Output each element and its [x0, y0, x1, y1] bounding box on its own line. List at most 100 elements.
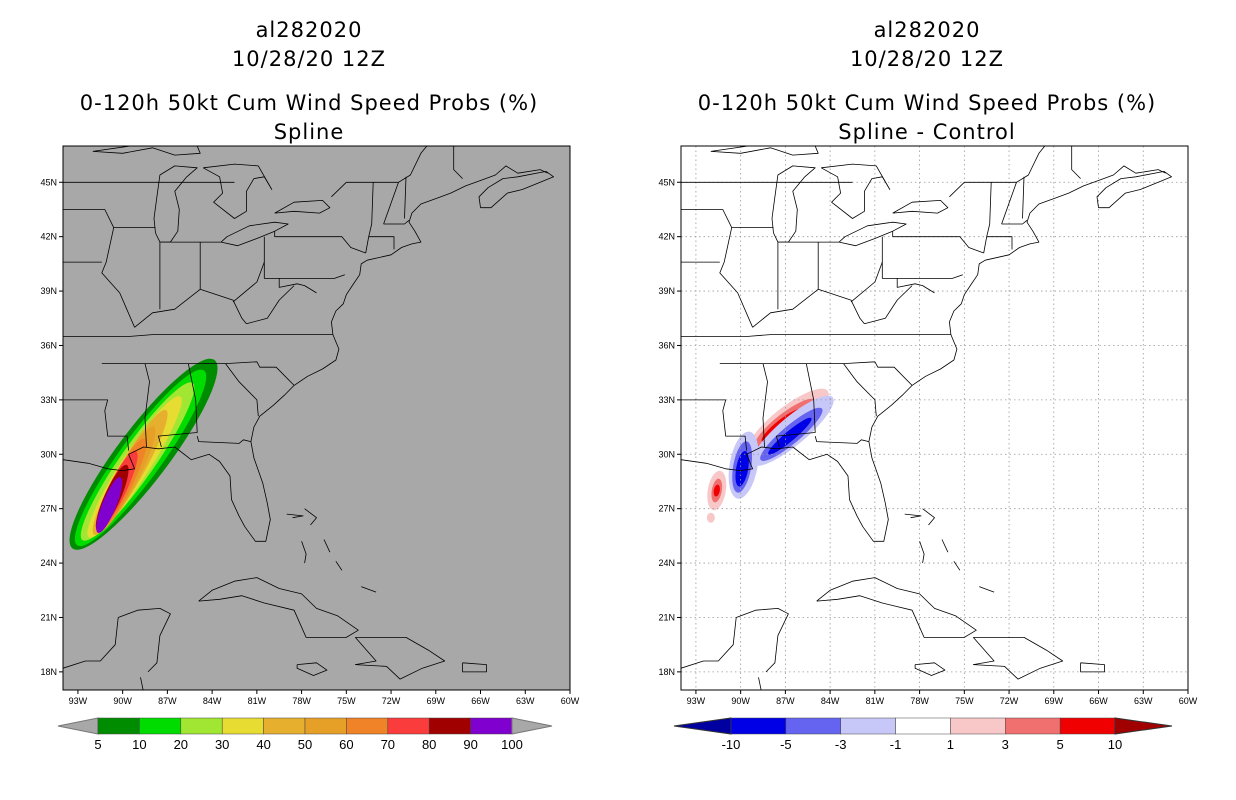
- colorbar-label: 1: [947, 737, 954, 752]
- axes: 93W 90W 87W 84W 81W 78W 75W 72W 69W 66W 63W 60W 45N 4…: [658, 177, 1197, 706]
- great-lake: [274, 200, 331, 214]
- island-coast: [118, 608, 171, 673]
- colorbar-label: 5: [1057, 737, 1064, 752]
- colorbar-label: -5: [780, 737, 792, 752]
- colorbar-label: 40: [256, 737, 270, 752]
- colorbar-label: 100: [501, 737, 523, 752]
- lat-tick-label: 39N: [658, 286, 675, 296]
- island-coast: [979, 586, 995, 593]
- colorbar-label: -1: [890, 737, 902, 752]
- map-frame: [680, 145, 1189, 691]
- lon-tick-label: 84W: [203, 696, 222, 706]
- colorbar-label: 20: [174, 737, 188, 752]
- colorbar-label: 30: [215, 737, 229, 752]
- lat-tick-label: 36N: [40, 340, 57, 350]
- lat-tick-label: 36N: [658, 340, 675, 350]
- colorbar-swatch: [346, 717, 389, 735]
- colorbar: 5 10 20 30 40 50 60 70 80 90 100: [57, 717, 553, 752]
- axes: 93W 90W 87W 84W 81W 78W 75W 72W 69W 66W 63W 60W 45N 4…: [40, 177, 579, 706]
- lon-tick-label: 78W: [910, 696, 929, 706]
- island-coast: [681, 617, 737, 669]
- state-border: [263, 236, 345, 279]
- diff-pos-1c: [706, 512, 715, 523]
- island-coast: [953, 561, 961, 571]
- state-border: [144, 363, 150, 448]
- diff-pos-5b: [713, 484, 720, 497]
- chart-title: 0-120h 50kt Cum Wind Speed Probs (%): [697, 91, 1157, 115]
- map-layers: [63, 146, 554, 690]
- colorbar-label: 10: [1108, 737, 1122, 752]
- island-coast: [922, 508, 935, 526]
- lon-tick-label: 87W: [776, 696, 795, 706]
- lon-tick-label: 93W: [69, 696, 88, 706]
- lat-tick-label: 21N: [658, 612, 675, 622]
- state-border: [346, 146, 463, 183]
- state-border: [331, 182, 347, 198]
- island-coast: [941, 539, 949, 553]
- lat-tick-label: 27N: [658, 504, 675, 514]
- island-coast: [304, 508, 317, 526]
- state-border: [101, 361, 295, 386]
- colorbar-over-arrow: [1114, 717, 1173, 735]
- colorbar-under-arrow: [673, 717, 732, 735]
- lon-tick-label: 78W: [292, 696, 311, 706]
- state-border: [158, 363, 198, 448]
- state-border: [225, 363, 259, 417]
- island-coast: [198, 577, 359, 638]
- lat-tick-label: 30N: [658, 449, 675, 459]
- lat-tick-label: 39N: [40, 286, 57, 296]
- difference-map: 93W 90W 87W 84W 81W 78W 75W 72W 69W 66W 63W 60W 45N 4…: [658, 145, 1198, 752]
- island-coast: [758, 677, 762, 690]
- state-border: [814, 435, 869, 444]
- island-coast: [140, 677, 144, 690]
- lon-tick-label: 93W: [687, 696, 706, 706]
- storm-id: al282020: [873, 18, 981, 42]
- lon-tick-label: 66W: [1089, 696, 1108, 706]
- colorbar-label: -10: [722, 737, 741, 752]
- colorbar-swatch: [304, 717, 347, 735]
- prob-band-100: [96, 477, 123, 533]
- colorbar-swatch: [470, 717, 513, 735]
- colorbar-label: 10: [132, 737, 146, 752]
- us-east-coast: [681, 165, 1166, 542]
- datetime: 10/28/20 12Z: [849, 47, 1005, 71]
- nova-scotia: [478, 171, 554, 209]
- colorbar-label: -3: [835, 737, 847, 752]
- state-border: [365, 182, 374, 254]
- lon-tick-label: 60W: [561, 696, 580, 706]
- state-border: [681, 334, 951, 337]
- state-border: [196, 435, 251, 444]
- lon-tick-label: 69W: [427, 696, 446, 706]
- colorbar-label: 70: [381, 737, 395, 752]
- island-coast: [354, 637, 446, 680]
- state-border: [246, 285, 295, 325]
- lat-tick-label: 30N: [40, 449, 57, 459]
- state-border: [63, 399, 129, 451]
- coastlines: [63, 146, 554, 690]
- lat-tick-label: 21N: [40, 612, 57, 622]
- lon-tick-label: 90W: [113, 696, 132, 706]
- lat-tick-label: 27N: [40, 504, 57, 514]
- colorbar-label: 80: [422, 737, 436, 752]
- lon-tick-label: 72W: [382, 696, 401, 706]
- colorbar-label: 50: [298, 737, 312, 752]
- lat-tick-label: 24N: [658, 558, 675, 568]
- colorbar: -10 -5 -3 -1 1 3 5 10: [673, 717, 1173, 752]
- lon-tick-label: 81W: [866, 696, 885, 706]
- lon-tick-label: 87W: [158, 696, 177, 706]
- map-frame: [62, 145, 571, 691]
- state-border: [864, 285, 913, 325]
- island-coast: [914, 662, 946, 676]
- colorbar-swatch: [428, 717, 471, 735]
- island-coast: [972, 637, 1064, 680]
- lon-tick-label: 75W: [337, 696, 356, 706]
- wind-probability-swath: [69, 358, 218, 550]
- great-lake: [892, 200, 949, 214]
- coastlines: [681, 146, 1172, 690]
- chart-subtitle: Spline - Control: [838, 120, 1016, 144]
- lat-tick-label: 42N: [658, 232, 675, 242]
- state-border: [896, 278, 935, 294]
- lat-tick-label: 42N: [40, 232, 57, 242]
- lon-tick-label: 90W: [731, 696, 750, 706]
- island-coast: [335, 561, 343, 571]
